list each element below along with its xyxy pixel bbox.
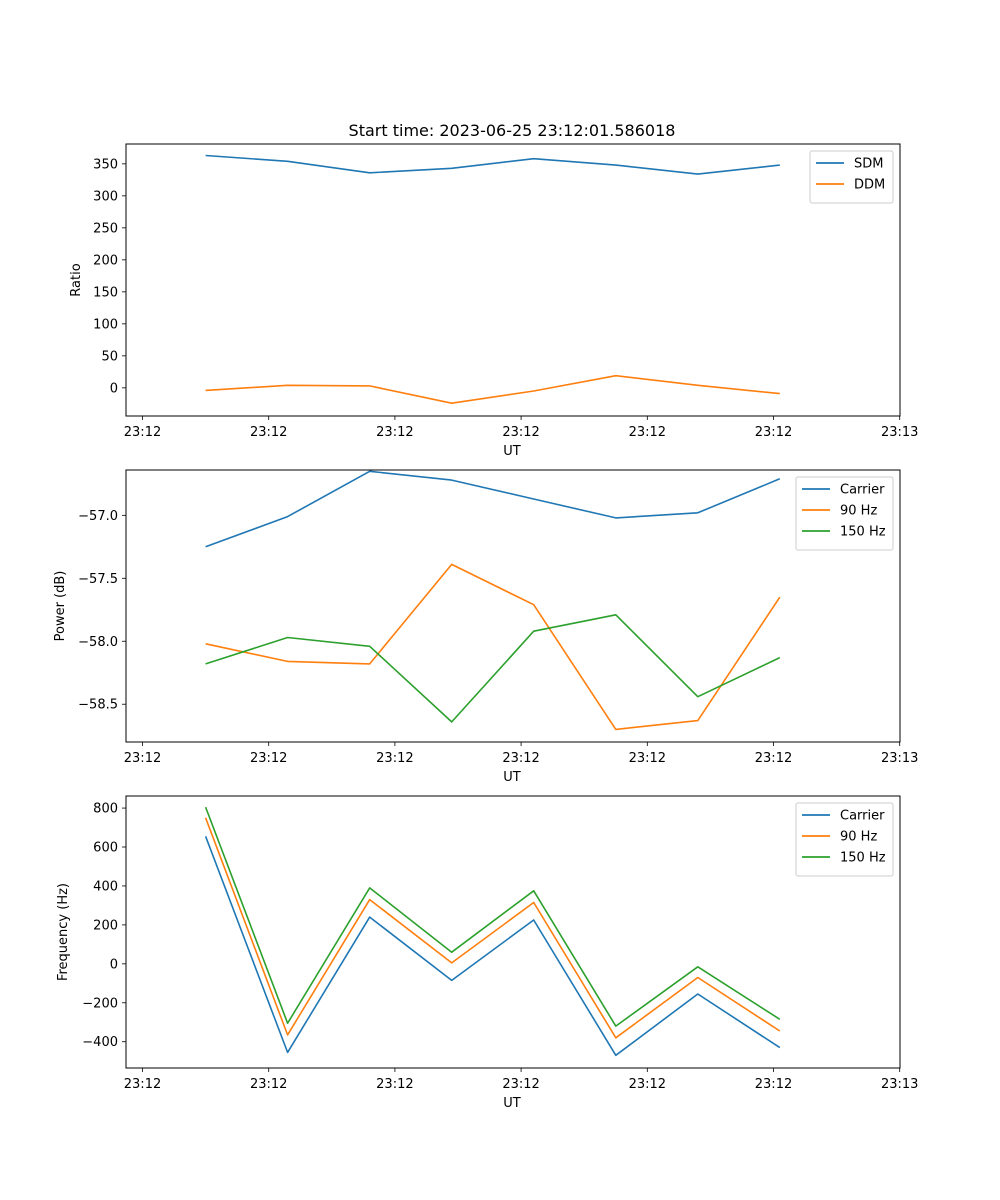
series-line-90-hz <box>204 817 781 1039</box>
legend-label-carrier: Carrier <box>840 483 885 498</box>
y-tick-label: 300 <box>93 189 118 204</box>
legend: Carrier 90 Hz 150 Hz <box>795 476 894 551</box>
y-tick-label: 400 <box>93 879 118 894</box>
x-tick-label: 23:12 <box>250 1077 287 1092</box>
legend: Carrier 90 Hz 150 Hz <box>795 802 894 877</box>
plots: 23:12 23:12 23:12 23:12 23:12 23:12 23:13 UT 0 50… <box>53 143 918 1111</box>
y-tick-label: −200 <box>82 996 118 1011</box>
series-line-150-hz <box>204 806 781 1027</box>
x-tick-label: 23:12 <box>755 425 792 440</box>
x-axis-label: UT <box>503 1096 521 1111</box>
x-tick-label: 23:12 <box>376 751 413 766</box>
y-tick-label: 0 <box>110 381 118 396</box>
x-tick-label: 23:12 <box>250 751 287 766</box>
axes-frame <box>125 143 901 417</box>
y-tick-label: 0 <box>110 957 118 972</box>
y-axis-label: Ratio <box>69 263 84 296</box>
x-tick-label: 23:12 <box>124 425 161 440</box>
y-tick-label: −57.5 <box>78 572 118 587</box>
legend-label-90-hz: 90 Hz <box>840 830 877 845</box>
y-tick-label: 600 <box>93 841 118 856</box>
series-line-90-hz <box>205 563 781 731</box>
x-tick-label: 23:12 <box>376 1077 413 1092</box>
x-tick-label: 23:13 <box>881 425 918 440</box>
x-tick-label: 23:12 <box>629 1077 666 1092</box>
x-tick-label: 23:12 <box>502 425 539 440</box>
y-tick-label: 250 <box>93 221 118 236</box>
y-tick-label: 100 <box>93 317 118 332</box>
chart-panel-1: 23:12 23:12 23:12 23:12 23:12 23:12 23:13 UT 0 50… <box>69 143 918 459</box>
x-tick-label: 23:12 <box>502 751 539 766</box>
x-tick-label: 23:13 <box>881 1077 918 1092</box>
legend-label-carrier: Carrier <box>840 809 885 824</box>
y-tick-label: −400 <box>82 1035 118 1050</box>
y-tick-label: 200 <box>93 253 118 268</box>
y-tick-label: 800 <box>93 802 118 817</box>
x-tick-label: 23:12 <box>502 1077 539 1092</box>
x-axis-label: UT <box>503 770 521 785</box>
x-tick-label: 23:12 <box>250 425 287 440</box>
x-tick-label: 23:12 <box>755 751 792 766</box>
x-tick-label: 23:12 <box>124 751 161 766</box>
legend-label-90-hz: 90 Hz <box>840 504 877 519</box>
chart-title: Start time: 2023-06-25 23:12:01.586018 <box>349 121 676 140</box>
y-tick-label: 350 <box>93 157 118 172</box>
y-axis-label: Frequency (Hz) <box>56 883 71 981</box>
y-tick-label: 50 <box>101 349 118 364</box>
x-tick-label: 23:12 <box>124 1077 161 1092</box>
x-tick-label: 23:12 <box>629 425 666 440</box>
y-axis-label: Power (dB) <box>53 571 68 642</box>
y-tick-label: 200 <box>93 918 118 933</box>
x-axis-label: UT <box>503 444 521 459</box>
axes-frame <box>125 795 901 1069</box>
chart-panel-2: 23:12 23:12 23:12 23:12 23:12 23:12 23:13 UT −58… <box>53 469 918 785</box>
legend: SDM DDM <box>809 150 894 204</box>
legend-label-ddm: DDM <box>854 178 885 193</box>
x-tick-label: 23:12 <box>629 751 666 766</box>
series-line-sdm <box>205 154 780 175</box>
legend-label-150-hz: 150 Hz <box>840 525 886 540</box>
y-tick-label: −58.0 <box>78 635 118 650</box>
y-tick-label: −58.5 <box>78 698 118 713</box>
axes-frame <box>125 469 901 743</box>
y-tick-label: 150 <box>93 285 118 300</box>
series-line-150-hz <box>205 613 781 723</box>
x-tick-label: 23:12 <box>376 425 413 440</box>
chart-panel-3: 23:12 23:12 23:12 23:12 23:12 23:12 23:13 UT −40… <box>56 795 918 1111</box>
series-line-carrier <box>205 470 781 548</box>
legend-frame <box>809 150 894 204</box>
legend-label-150-hz: 150 Hz <box>840 851 886 866</box>
series-line-ddm <box>205 374 780 405</box>
series-line-carrier <box>204 836 781 1057</box>
legend-label-sdm: SDM <box>854 157 883 172</box>
x-tick-label: 23:12 <box>755 1077 792 1092</box>
x-tick-label: 23:13 <box>881 751 918 766</box>
y-tick-label: −57.0 <box>78 509 118 524</box>
